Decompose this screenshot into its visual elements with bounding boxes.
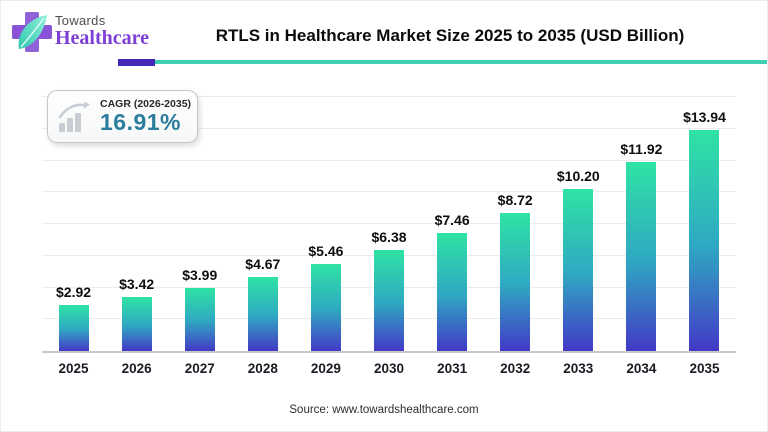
source-text: Source: www.towardshealthcare.com bbox=[289, 404, 479, 416]
gridline bbox=[42, 96, 736, 97]
x-axis-label: 2032 bbox=[500, 361, 531, 376]
bar bbox=[437, 232, 468, 351]
x-axis-label: 2026 bbox=[121, 361, 152, 376]
cagr-card: CAGR (2026-2035) 16.91% bbox=[47, 90, 198, 143]
bar bbox=[184, 287, 215, 351]
bar-value-label: $7.46 bbox=[434, 211, 470, 228]
bar bbox=[310, 264, 341, 351]
x-axis-label: 2031 bbox=[437, 361, 468, 376]
bar-value-label: $3.99 bbox=[182, 266, 218, 283]
x-axis-labels: 2025 2026 2027 2028 2029 2030 2031 2032 2033 2034… bbox=[42, 361, 736, 376]
bar-column: $11.92 bbox=[610, 99, 673, 351]
bar-value-label: $6.38 bbox=[371, 228, 407, 245]
gridline bbox=[42, 159, 736, 161]
gridline bbox=[42, 191, 736, 193]
bar-value-label: $11.92 bbox=[620, 140, 663, 157]
bar bbox=[626, 161, 657, 351]
x-axis-label: 2033 bbox=[563, 361, 594, 376]
bar-value-label: $3.42 bbox=[119, 275, 155, 292]
bar-column: $5.46 bbox=[294, 99, 357, 351]
bar bbox=[58, 304, 89, 351]
bar-value-label: $10.20 bbox=[556, 168, 600, 185]
bar bbox=[121, 296, 152, 351]
bar-value-label: $2.92 bbox=[56, 283, 92, 300]
growth-chart-icon bbox=[58, 101, 90, 132]
bar bbox=[247, 276, 278, 351]
bar-value-label: $8.72 bbox=[497, 191, 533, 208]
bar-column: $10.20 bbox=[547, 99, 610, 351]
bar-value-label: $13.94 bbox=[683, 108, 726, 125]
bar-value-label: $4.67 bbox=[245, 255, 281, 272]
x-axis-label: 2028 bbox=[247, 361, 278, 376]
bar-column: $3.99 bbox=[168, 99, 231, 351]
cagr-label: CAGR (2026-2035) bbox=[100, 97, 192, 110]
divider-purple-accent bbox=[118, 59, 155, 66]
bar-column: $13.94 bbox=[673, 99, 736, 351]
gridline bbox=[42, 127, 736, 129]
logo-text: Towards Healthcare bbox=[55, 13, 149, 49]
bar bbox=[500, 212, 531, 351]
logo-healthcare: Healthcare bbox=[55, 27, 150, 49]
plot-area: $2.92 $3.42 $3.99 $4.67 $5.46 $6.38 $7.46 $8.72… bbox=[42, 96, 736, 353]
bar-column: $3.42 bbox=[105, 99, 168, 351]
x-axis-label: 2027 bbox=[184, 361, 215, 376]
x-axis-label: 2030 bbox=[373, 361, 405, 376]
x-axis-label: 2034 bbox=[626, 361, 657, 376]
logo-towards: Towards bbox=[55, 13, 106, 28]
page-title: RTLS in Healthcare Market Size 2025 to 2… bbox=[215, 26, 685, 45]
divider-teal-line bbox=[155, 60, 767, 64]
bar-chart: $2.92 $3.42 $3.99 $4.67 $5.46 $6.38 $7.46 $8.72… bbox=[42, 96, 736, 376]
bar-column: $4.67 bbox=[231, 99, 294, 351]
bar-column: $8.72 bbox=[484, 99, 547, 351]
bar bbox=[563, 189, 594, 351]
bars-row: $2.92 $3.42 $3.99 $4.67 $5.46 $6.38 $7.46 $8.72… bbox=[42, 99, 736, 351]
bar bbox=[374, 249, 405, 351]
x-axis-label: 2029 bbox=[310, 361, 341, 376]
cagr-value: 16.91% bbox=[100, 108, 182, 135]
gridline bbox=[42, 223, 736, 224]
healthcare-cross-leaf-icon bbox=[12, 12, 52, 52]
bar-column: $6.38 bbox=[357, 99, 420, 351]
brand-logo: Towards Healthcare bbox=[12, 9, 149, 55]
bar bbox=[689, 129, 720, 351]
x-axis-label: 2025 bbox=[58, 361, 89, 376]
x-axis-label: 2035 bbox=[689, 361, 720, 376]
cagr-texts: CAGR (2026-2035) 16.91% bbox=[100, 98, 191, 135]
bar-value-label: $5.46 bbox=[308, 243, 344, 260]
bar-column: $7.46 bbox=[421, 99, 484, 351]
bar-column: $2.92 bbox=[42, 99, 105, 351]
